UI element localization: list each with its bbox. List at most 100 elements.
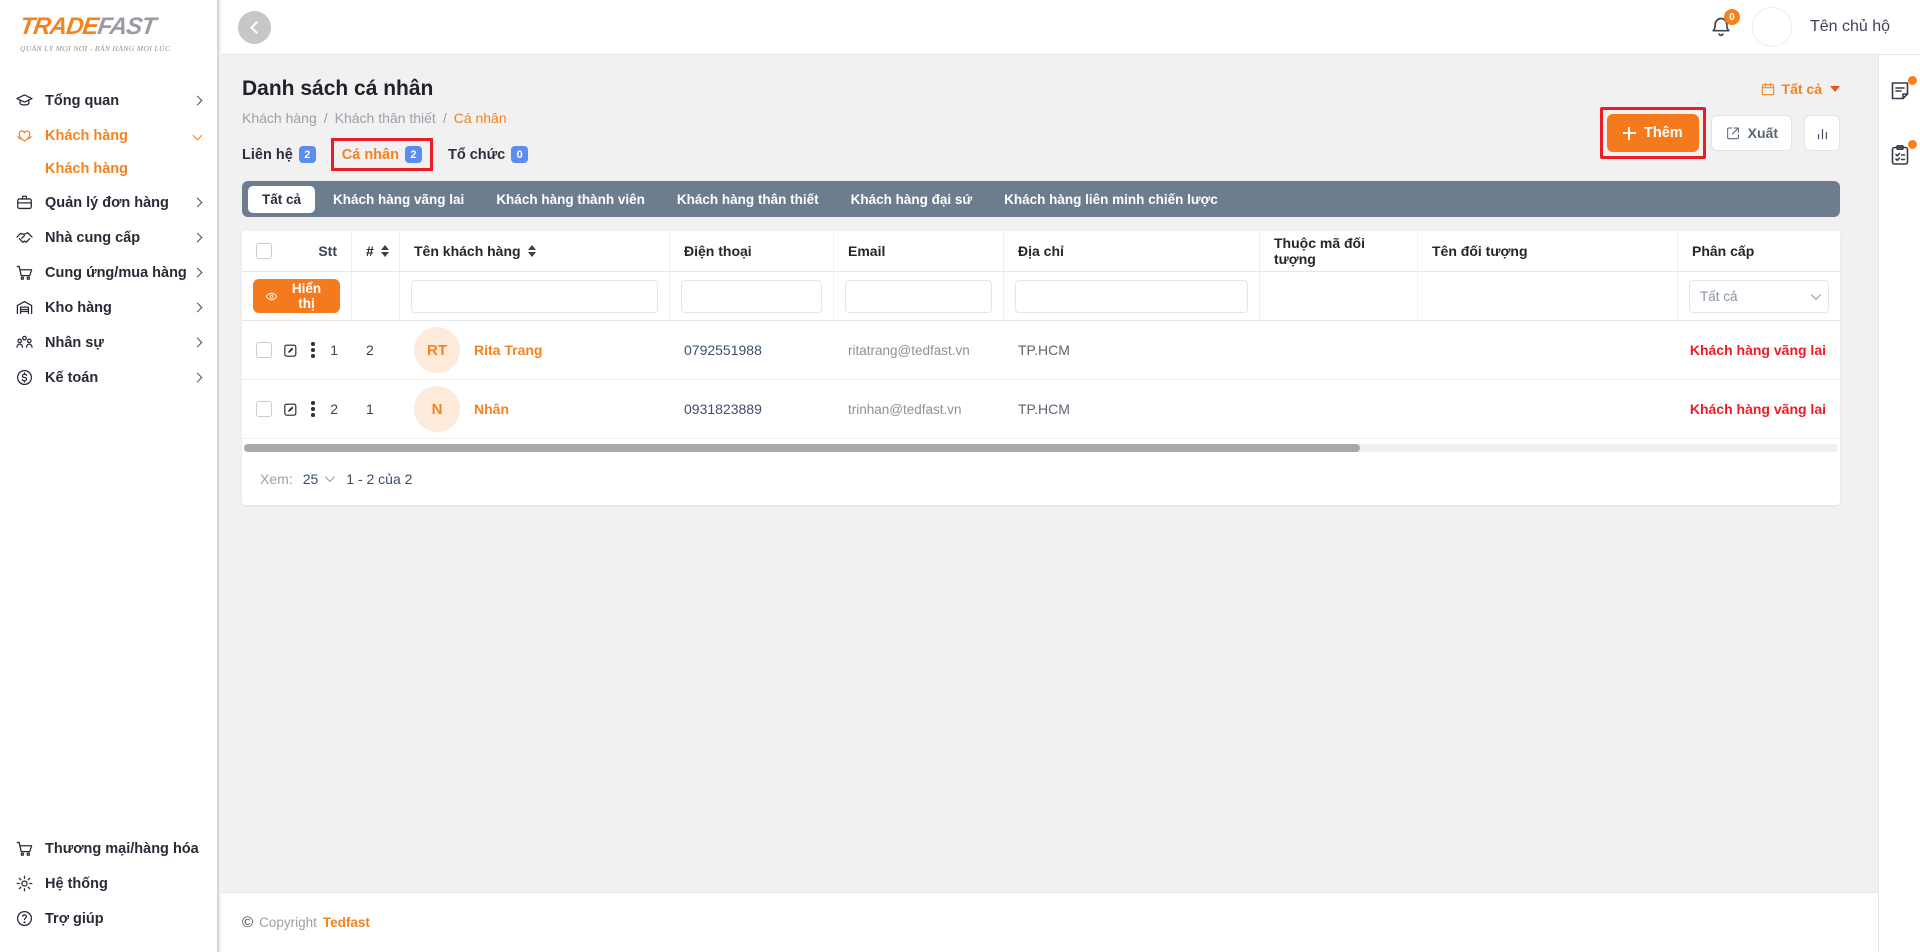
scrollbar-thumb[interactable] (244, 444, 1360, 452)
column-group-code[interactable]: Thuộc mã đối tượng (1260, 231, 1418, 271)
sidebar-item-nhan-su[interactable]: Nhân sự (0, 325, 217, 360)
row-group-code (1260, 321, 1418, 379)
avatar[interactable] (1751, 7, 1792, 47)
tab-count-badge: 2 (404, 146, 422, 163)
show-button[interactable]: Hiển thị (253, 279, 340, 313)
phone-filter-input[interactable] (681, 279, 822, 313)
more-actions-icon[interactable] (309, 399, 317, 419)
sidebar-item-tro-giup[interactable]: Trợ giúp (0, 901, 217, 936)
back-button[interactable] (238, 10, 271, 44)
tab-count-badge: 0 (511, 146, 529, 163)
column-tier[interactable]: Phân cấp (1692, 243, 1755, 259)
page-size-select[interactable]: 25 (303, 471, 336, 487)
people-icon (16, 335, 33, 348)
chevron-right-icon (192, 372, 203, 383)
customer-name[interactable]: Rita Trang (474, 342, 543, 358)
column-email[interactable]: Email (834, 231, 1004, 271)
tab-ca-nhan[interactable]: Cá nhân 2 (330, 138, 434, 171)
address-filter-input[interactable] (1015, 279, 1248, 313)
sort-icon[interactable] (380, 245, 389, 257)
breadcrumb-separator: / (323, 110, 328, 126)
row-checkbox[interactable] (256, 342, 272, 358)
chevron-right-icon (192, 95, 203, 106)
row-checkbox[interactable] (256, 401, 272, 417)
segment-khach-thanh-vien[interactable]: Khách hàng thành viên (496, 191, 645, 207)
show-button-label: Hiển thị (291, 281, 322, 311)
question-circle-icon (16, 910, 33, 927)
column-phone[interactable]: Điện thoại (670, 231, 834, 271)
table-row[interactable]: 2 1 N Nhân 0931823889 trinhan@tedfast.vn… (242, 380, 1840, 439)
chevron-right-icon (192, 302, 203, 313)
tier-filter-select[interactable]: Tất cả (1689, 279, 1829, 313)
breadcrumb-item[interactable]: Khách thân thiết (334, 110, 436, 126)
chart-view-button[interactable] (1804, 115, 1840, 151)
customer-name[interactable]: Nhân (474, 401, 509, 417)
notes-panel-button[interactable] (1888, 76, 1917, 103)
name-filter-input[interactable] (411, 279, 658, 313)
edit-icon[interactable] (282, 342, 299, 359)
add-button[interactable]: Thêm (1600, 107, 1706, 159)
edit-icon[interactable] (282, 401, 299, 418)
breadcrumb-item[interactable]: Khách hàng (242, 110, 317, 126)
row-address: TP.HCM (1018, 342, 1070, 358)
logo-tagline: QUẢN LÝ MỌI NƠI - BÁN HÀNG MỌI LÚC (20, 44, 171, 53)
segment-khach-dai-su[interactable]: Khách hàng đại sứ (850, 191, 973, 207)
pagination: Xem: 25 1 - 2 của 2 (242, 452, 1840, 505)
column-name[interactable]: Tên khách hàng (400, 231, 670, 271)
warehouse-icon (16, 300, 33, 315)
tasks-panel-button[interactable] (1888, 140, 1917, 167)
sidebar-item-cung-ung-mua-hang[interactable]: Cung ứng/mua hàng (0, 255, 217, 290)
table-row[interactable]: 1 2 RT Rita Trang 0792551988 ritatrang@t… (242, 321, 1840, 380)
sidebar-item-tong-quan[interactable]: Tổng quan (0, 83, 217, 118)
segment-lien-minh-chien-luoc[interactable]: Khách hàng liên minh chiến lược (1004, 191, 1218, 207)
segment-khach-vang-lai[interactable]: Khách hàng vãng lai (333, 191, 465, 207)
email-filter-input[interactable] (845, 279, 992, 313)
chevron-down-icon (325, 472, 336, 483)
notifications-button[interactable]: 0 (1708, 9, 1740, 40)
dollar-circle-icon (16, 369, 33, 386)
sort-icon[interactable] (527, 245, 536, 257)
row-group-name (1418, 380, 1678, 438)
table-filter-row: Hiển thị Tất cả (242, 272, 1840, 321)
segment-tat-ca[interactable]: Tất cả (248, 185, 316, 213)
date-filter-dropdown[interactable]: Tất cả (1760, 81, 1840, 97)
notification-badge: 0 (1723, 9, 1740, 25)
export-button[interactable]: Xuất (1710, 115, 1792, 151)
select-all-checkbox[interactable] (256, 243, 272, 259)
tab-label: Cá nhân (341, 146, 399, 163)
sidebar: TRADEFAST QUẢN LÝ MỌI NƠI - BÁN HÀNG MỌI… (0, 0, 219, 952)
tab-label: Liên hệ (242, 146, 293, 163)
sidebar-item-label: Kho hàng (45, 299, 112, 316)
horizontal-scrollbar[interactable] (244, 444, 1838, 452)
column-address[interactable]: Địa chỉ (1004, 231, 1260, 271)
handshake-icon (16, 232, 33, 243)
column-stt[interactable]: Stt (318, 243, 337, 259)
column-num[interactable]: # (352, 231, 400, 271)
sidebar-item-ke-toan[interactable]: Kế toán (0, 360, 217, 395)
chevron-right-icon (192, 337, 203, 348)
sidebar-item-quan-ly-don-hang[interactable]: Quản lý đơn hàng (0, 185, 217, 220)
date-filter-label: Tất cả (1781, 81, 1822, 97)
filter-group-code-cell (1260, 272, 1418, 320)
column-label: # (366, 243, 374, 259)
sidebar-item-khach-hang[interactable]: Khách hàng (0, 118, 217, 153)
pagination-range: 1 - 2 của 2 (346, 470, 413, 487)
tab-to-chuc[interactable]: Tổ chức 0 (448, 146, 529, 163)
sidebar-item-he-thong[interactable]: Hệ thống (0, 866, 217, 901)
sidebar-item-thuong-mai-hang-hoa[interactable]: Thương mại/hàng hóa (0, 831, 217, 866)
sidebar-subitem-khach-hang[interactable]: Khách hàng (45, 161, 128, 177)
filter-tier-cell: Tất cả (1678, 272, 1840, 320)
chevron-down-icon (1810, 289, 1821, 300)
column-group-name[interactable]: Tên đối tượng (1418, 231, 1678, 271)
user-name[interactable]: Tên chủ hộ (1809, 18, 1890, 35)
sidebar-item-nha-cung-cap[interactable]: Nhà cung cấp (0, 220, 217, 255)
app-logo[interactable]: TRADEFAST QUẢN LÝ MỌI NƠI - BÁN HÀNG MỌI… (0, 0, 217, 61)
gear-icon (16, 875, 33, 892)
sidebar-item-kho-hang[interactable]: Kho hàng (0, 290, 217, 325)
sidebar-item-label: Cung ứng/mua hàng (45, 264, 187, 281)
footer-brand-link[interactable]: Tedfast (322, 915, 370, 930)
right-rail (1878, 55, 1920, 952)
segment-khach-than-thiet[interactable]: Khách hàng thân thiết (676, 191, 819, 207)
tab-lien-he[interactable]: Liên hệ 2 (242, 146, 316, 163)
more-actions-icon[interactable] (309, 340, 317, 360)
